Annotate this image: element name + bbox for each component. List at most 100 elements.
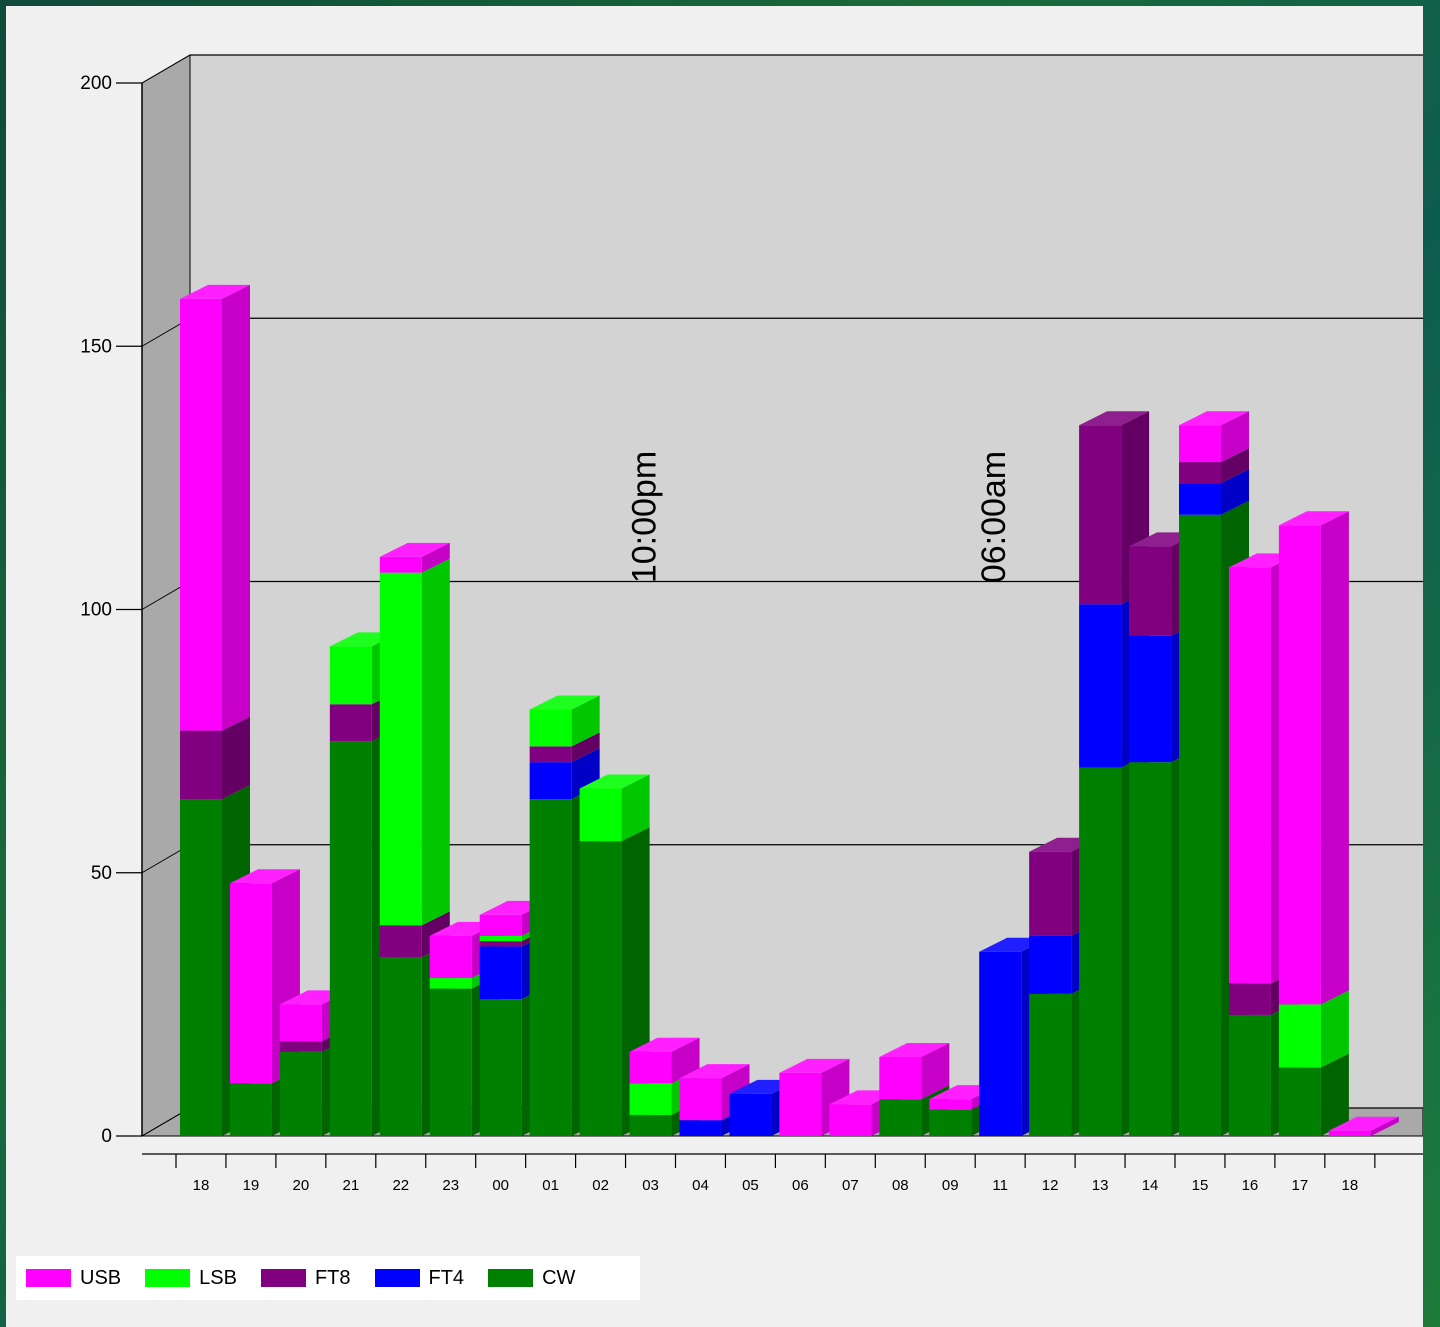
bar-segment-cw [1228, 1014, 1271, 1136]
bar-segment-ft4 [679, 1120, 722, 1136]
x-tick-label: 08 [892, 1177, 909, 1194]
bar-segment-ft4 [979, 951, 1022, 1136]
legend-item-ft8: FT8 [260, 1266, 351, 1290]
bar-top [1079, 411, 1150, 426]
bar-segment-cw [229, 1083, 272, 1136]
bar-segment-ft8 [379, 925, 422, 957]
bar-segment-usb [929, 1099, 972, 1110]
y-tick-label: 100 [80, 600, 112, 621]
bar-segment-ft8 [329, 704, 372, 742]
bar-side-lsb [571, 695, 600, 747]
legend-swatch-cw [488, 1269, 534, 1287]
bar-segment-usb [879, 1057, 922, 1100]
x-tick-label: 23 [442, 1177, 459, 1194]
bar-segment-usb [629, 1051, 672, 1084]
bar-segment-cw [1129, 762, 1172, 1136]
bar-segment-ft8 [1129, 546, 1172, 636]
bar-side-usb [1320, 511, 1349, 1005]
bar-segment-cw [329, 741, 372, 1136]
bar-segment-ft8 [180, 730, 222, 800]
x-tick-label: 22 [392, 1177, 409, 1194]
x-tick-label: 13 [1092, 1177, 1109, 1194]
bar-side-usb [222, 284, 250, 731]
bar-segment-ft8 [1179, 462, 1221, 484]
bar-segment-usb [829, 1104, 872, 1136]
legend-label-lsb: LSB [199, 1266, 237, 1289]
bar-segment-ft4 [479, 946, 522, 1000]
x-tick-label: 14 [1142, 1177, 1159, 1194]
bar-segment-cw [629, 1114, 672, 1136]
bar-top [679, 1064, 750, 1079]
x-tick-label: 06 [792, 1177, 809, 1194]
bar-segment-usb [429, 935, 472, 979]
bar-segment-usb [1228, 567, 1271, 984]
bar-segment-lsb [479, 935, 522, 942]
x-tick-label: 02 [592, 1177, 609, 1194]
legend-item-usb: USB [26, 1267, 121, 1290]
bar-top [879, 1043, 950, 1058]
y-tick-label: 0 [101, 1126, 112, 1147]
bar-side-cw [1320, 1053, 1349, 1136]
x-tick-label: 01 [542, 1177, 559, 1194]
bar-segment-usb [379, 556, 422, 573]
bar-segment-usb [679, 1078, 722, 1121]
bar-top [779, 1058, 850, 1073]
legend-label-ft4: FT4 [428, 1266, 465, 1289]
y-tick-label: 50 [91, 863, 112, 884]
x-tick-label: 03 [642, 1177, 659, 1194]
bar-segment-ft8 [1029, 851, 1072, 936]
bar-segment-ft8 [529, 746, 572, 763]
bar-side-usb [421, 542, 450, 573]
bar-segment-ft8 [279, 1041, 322, 1052]
bar-side-usb [921, 1043, 950, 1100]
legend-label-cw: CW [542, 1266, 576, 1289]
bar-segment-lsb [379, 572, 422, 926]
bar-segment-ft4 [529, 762, 572, 800]
x-tick-label: 09 [942, 1177, 959, 1194]
x-tick-label: 17 [1292, 1177, 1309, 1194]
bar-segment-usb [1278, 525, 1321, 1005]
bar-segment-usb [479, 914, 522, 936]
y-tick-label: 150 [80, 336, 112, 357]
bar-top [1328, 1116, 1399, 1131]
legend-label-ft8: FT8 [314, 1266, 351, 1289]
bar-segment-ft4 [1079, 604, 1122, 768]
chart-window: 0 50 100 150 200 18 19 20 21 22 23 00 01 02 03 04 05 06 07… [6, 6, 1423, 1327]
x-tick-label: 05 [742, 1177, 759, 1194]
bar-segment-lsb [329, 646, 372, 705]
bar-side-usb [1221, 411, 1249, 463]
bar-segment-lsb [629, 1083, 672, 1115]
bar-top [379, 542, 450, 557]
x-tick-label: 15 [1192, 1177, 1209, 1194]
legend-label-usb: USB [80, 1266, 122, 1289]
bar-segment-usb [1328, 1130, 1371, 1136]
bar-segment-usb [279, 1004, 322, 1042]
bar-side-lsb [421, 558, 450, 926]
bar-segment-cw [579, 841, 622, 1136]
bar-top [529, 695, 600, 710]
bar-side-lsb [621, 774, 650, 842]
legend-swatch-ft4 [374, 1269, 420, 1287]
bar-segment-cw [1079, 767, 1122, 1136]
legend-swatch-usb [26, 1269, 71, 1287]
x-tick-label: 00 [492, 1177, 509, 1194]
x-tick-label: 21 [343, 1177, 360, 1194]
bar-top [1179, 411, 1249, 426]
bar-segment-ft8 [1079, 425, 1122, 605]
bar-segment-ft4 [1029, 935, 1072, 994]
x-tick-label: 04 [692, 1177, 709, 1194]
bar-segment-ft4 [729, 1093, 772, 1136]
bar-segment-ft4 [1179, 483, 1221, 515]
bar-side-ft4 [1221, 469, 1249, 515]
gridline-side [141, 54, 191, 84]
bar-segment-cw [479, 999, 522, 1136]
legend-item-cw: CW [488, 1267, 575, 1290]
legend-swatch-ft8 [260, 1269, 306, 1287]
bar-side-ft8 [1221, 448, 1249, 484]
bar-side-usb [1370, 1116, 1399, 1136]
bar-segment-lsb [1278, 1004, 1321, 1068]
bar-segment-usb [180, 298, 222, 731]
bar-side-ft8 [571, 732, 600, 763]
legend-item-ft4: FT4 [374, 1266, 465, 1290]
bar-segment-cw [429, 988, 472, 1136]
